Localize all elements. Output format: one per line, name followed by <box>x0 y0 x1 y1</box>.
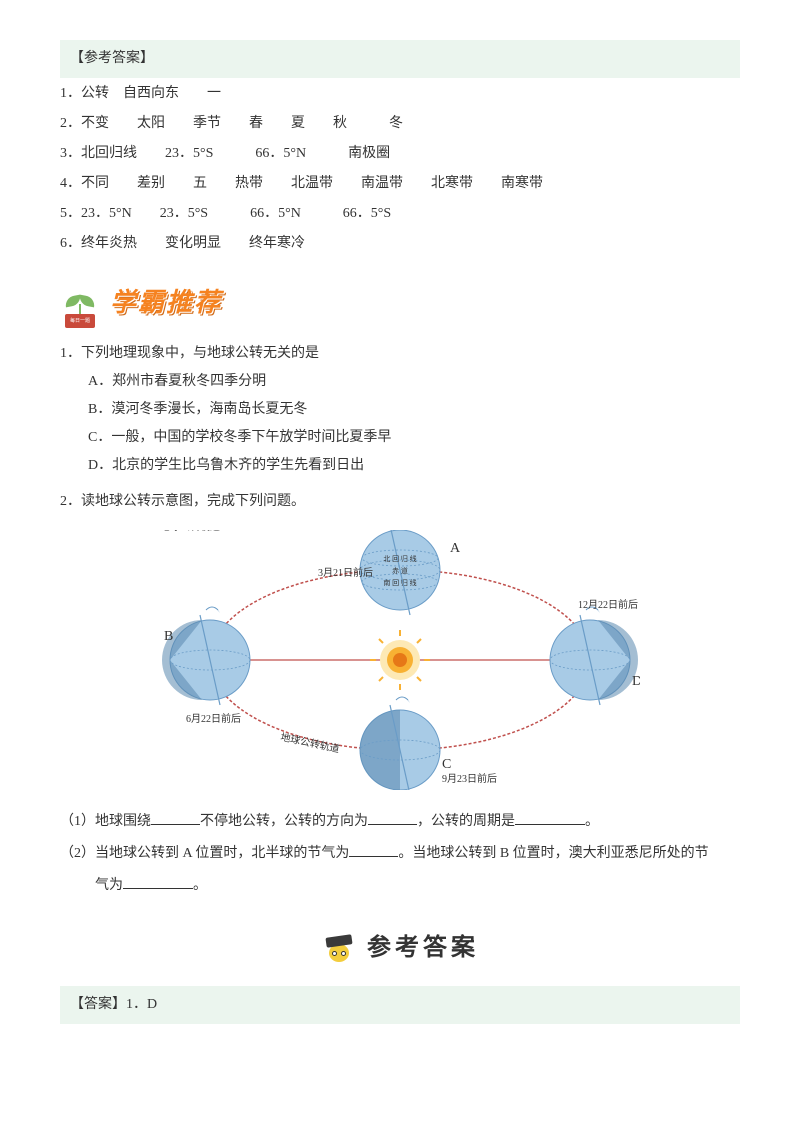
globe-label-north-tropic: 北 回 归 线 <box>383 554 416 563</box>
q1-option-B: B．漠河冬季漫长，海南岛长夏无冬 <box>88 396 740 424</box>
label-A: A <box>450 541 461 556</box>
q2-sub2-line1: （2）当地球公转到 A 位置时，北半球的节气为 。当地球公转到 B 位置时，澳大利… <box>60 840 740 868</box>
label-dateA: 3月21日前后 <box>318 566 373 579</box>
label-dateC: 9月23日前后 <box>442 772 497 785</box>
question-2: 2．读地球公转示意图，完成下列问题。 <box>60 488 740 516</box>
globe-label-south-tropic: 南 回 归 线 <box>383 578 416 587</box>
label-orbit-text: 地球公转轨道 <box>279 730 340 755</box>
label-orbit: 地球公转轨道 <box>160 530 220 533</box>
q2-sub1-p3: ，公转的周期是 <box>417 814 515 829</box>
section-banner-answers: 参考答案 <box>60 924 740 972</box>
orbit-diagram-wrap: 北 回 归 线 赤 道 南 回 归 线 A 3月21日前后 B 6月22日前后 <box>60 530 740 790</box>
section-banner-recommend: 学霸推荐 <box>60 276 740 328</box>
blank <box>349 843 398 857</box>
answer-line-6: 6．终年炎热 变化明显 终年寒冷 <box>60 230 740 258</box>
q2-sub2-p2: 。当地球公转到 B 位置时，澳大利亚悉尼所处的节 <box>398 846 708 861</box>
blank <box>368 811 417 825</box>
q1-option-D: D．北京的学生比乌鲁木齐的学生先看到日出 <box>88 452 740 480</box>
q2-sub2-line2-p2: 。 <box>193 878 207 893</box>
question-1: 1．下列地理现象中，与地球公转无关的是 A．郑州市春夏秋冬四季分明 B．漠河冬季… <box>60 340 740 480</box>
label-dateB: 6月22日前后 <box>186 712 241 725</box>
answer-line-4: 4．不同 差别 五 热带 北温带 南温带 北寒带 南寒带 <box>60 170 740 198</box>
label-D: D <box>632 674 640 689</box>
answer-line-5: 5．23．5°N 23．5°S 66．5°N 66．5°S <box>60 200 740 228</box>
banner-recommend-title: 学霸推荐 <box>110 276 222 328</box>
blank <box>123 875 193 889</box>
q2-sub2-line2-p1: 气为 <box>95 878 123 893</box>
seedling-icon <box>60 288 100 328</box>
q2-sub2-p1: （2）当地球公转到 A 位置时，北半球的节气为 <box>60 846 349 861</box>
final-answer-text: 【答案】1．D <box>70 997 157 1012</box>
q2-stem: 2．读地球公转示意图，完成下列问题。 <box>60 488 740 516</box>
final-answer-box: 【答案】1．D <box>60 986 740 1024</box>
globe-label-equator: 赤 道 <box>392 566 408 575</box>
blank <box>151 811 200 825</box>
q1-option-A: A．郑州市春夏秋冬四季分明 <box>88 368 740 396</box>
answer-line-3: 3．北回归线 23．5°S 66．5°N 南极圈 <box>60 140 740 168</box>
q2-sub2-line2: 气为 。 <box>60 872 740 900</box>
earth-orbit-diagram: 北 回 归 线 赤 道 南 回 归 线 A 3月21日前后 B 6月22日前后 <box>160 530 640 790</box>
q2-sub1-p4: 。 <box>585 814 599 829</box>
answer-key-title: 【参考答案】 <box>70 45 730 73</box>
graduate-icon <box>321 930 357 966</box>
answer-key-box: 【参考答案】 <box>60 40 740 78</box>
banner-answers-title: 参考答案 <box>367 924 479 972</box>
q2-sub1: （1）地球围绕 不停地公转，公转的方向为 ，公转的周期是 。 <box>60 808 740 836</box>
blank <box>515 811 585 825</box>
q1-option-C: C．一般，中国的学校冬季下午放学时间比夏季早 <box>88 424 740 452</box>
q2-sub1-p1: （1）地球围绕 <box>60 814 151 829</box>
answer-line-1: 1．公转 自西向东 一 <box>60 80 740 108</box>
label-C: C <box>442 757 451 772</box>
label-dateD: 12月22日前后 <box>578 598 638 611</box>
q2-sub1-p2: 不停地公转，公转的方向为 <box>200 814 368 829</box>
q1-stem: 1．下列地理现象中，与地球公转无关的是 <box>60 340 740 368</box>
label-B: B <box>164 629 173 644</box>
answer-line-2: 2．不变 太阳 季节 春 夏 秋 冬 <box>60 110 740 138</box>
